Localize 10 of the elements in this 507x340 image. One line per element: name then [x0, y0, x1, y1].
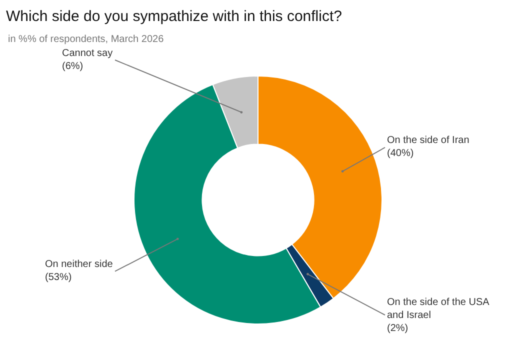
slice-label: On neither side: [45, 259, 114, 270]
chart-subtitle: in %% of respondents, March 2026: [8, 34, 164, 45]
data-label: (2%): [387, 323, 408, 334]
slice-label: Cannot say: [62, 48, 113, 59]
data-label: (6%): [62, 61, 84, 72]
data-label: (40%): [387, 148, 414, 159]
chart-title: Which side do you sympathize with in this conflict?: [6, 8, 342, 25]
slice-label: On the side of Iran: [387, 135, 470, 146]
data-label: (53%): [45, 272, 72, 283]
slice-label: On the side of the USA and Israel: [387, 297, 490, 321]
